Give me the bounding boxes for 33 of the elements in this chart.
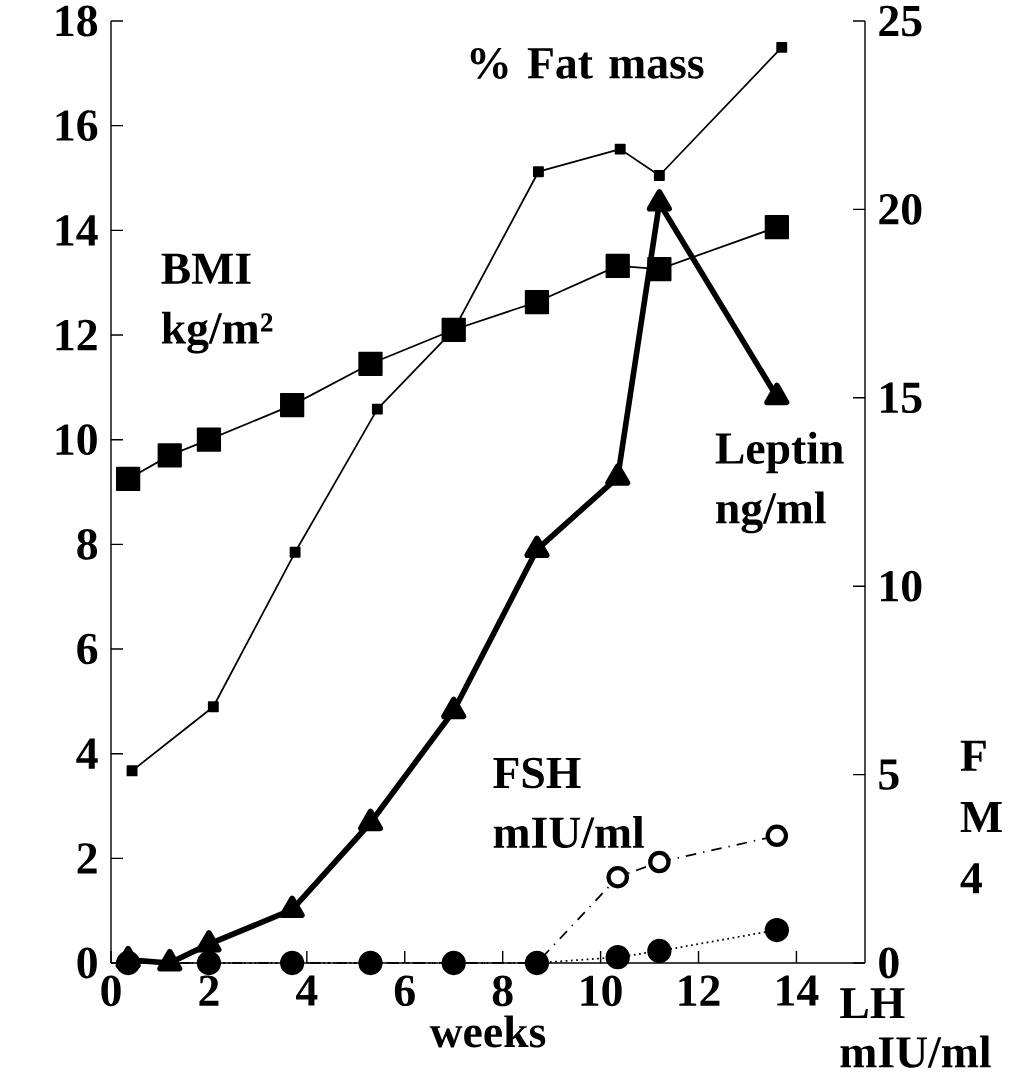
x-axis-title: weeks — [429, 1015, 546, 1048]
y-tick-label: 18 — [56, 5, 98, 37]
y2-tick-label: 5 — [879, 759, 899, 790]
series-label: Leptin ng/ml — [715, 431, 844, 534]
series-label: % Fat mass — [470, 47, 704, 79]
series-label: FSH mIU/ml — [493, 757, 644, 849]
text: F — [960, 740, 986, 771]
y2-tick-label: 20 — [879, 193, 922, 225]
x-tick-label: 12 — [679, 975, 720, 1006]
x-tick-label: 14 — [777, 975, 819, 1006]
y2-tick-label: 10 — [881, 570, 922, 602]
y-tick-label: 14 — [56, 215, 98, 246]
x-tick-label: 4 — [296, 975, 318, 1006]
y2-tick-label: 15 — [881, 382, 922, 414]
y-tick-label: 4 — [76, 738, 98, 769]
text: 4 — [960, 863, 982, 894]
text: M — [960, 802, 1002, 832]
series-label: BMI kg/m² — [161, 253, 273, 354]
y2-tick-label: 25 — [879, 5, 922, 37]
x-tick-label: 10 — [581, 975, 622, 1007]
x-tick-label: 6 — [394, 975, 415, 1007]
x-tick-label: 2 — [199, 975, 219, 1006]
y-tick-label: 2 — [77, 843, 97, 874]
y-tick-label: 10 — [56, 424, 97, 456]
y-tick-label: 16 — [56, 110, 98, 142]
x-tick-label: 0 — [101, 975, 121, 1007]
x-tick-label: 8 — [492, 975, 513, 1007]
y-tick-label: 8 — [77, 528, 98, 560]
series-label: LH mIU/ml — [840, 988, 991, 1068]
y-tick-label: 12 — [56, 319, 97, 351]
y2-tick-label: 0 — [879, 947, 899, 979]
y-tick-label: 0 — [77, 947, 97, 979]
y-tick-label: 6 — [77, 633, 98, 665]
